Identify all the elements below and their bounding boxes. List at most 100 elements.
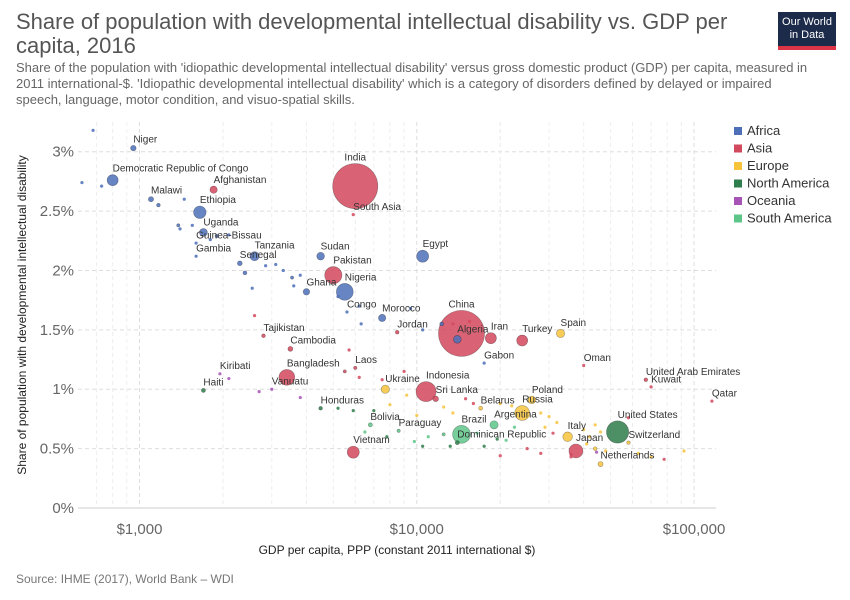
point-label: Qatar xyxy=(712,389,738,400)
point-label: South Asia xyxy=(353,202,401,213)
data-point xyxy=(626,416,631,420)
point-label: United Arab Emirates xyxy=(646,367,741,378)
data-point xyxy=(357,375,361,379)
point-label: Vanuatu xyxy=(272,377,309,388)
data-point xyxy=(249,251,260,262)
point-label: Sri Lanka xyxy=(436,385,479,396)
data-point xyxy=(194,241,198,245)
data-point xyxy=(432,395,439,402)
data-point xyxy=(636,451,641,455)
chart-title: Share of population with developmental i… xyxy=(16,9,728,58)
data-point xyxy=(498,401,502,406)
data-point xyxy=(421,328,425,332)
data-point xyxy=(281,268,285,273)
point-label: United States xyxy=(618,410,678,421)
y-tick-label: 1% xyxy=(52,381,74,398)
point-label: Pakistan xyxy=(333,256,371,267)
data-point xyxy=(471,401,475,406)
data-point xyxy=(264,264,268,268)
data-point xyxy=(278,369,296,386)
data-point xyxy=(336,283,354,301)
data-point xyxy=(270,387,274,391)
logo-line-2: in Data xyxy=(789,29,825,41)
data-point xyxy=(380,378,384,382)
point-label: Oman xyxy=(584,353,611,364)
data-point xyxy=(367,422,373,428)
data-point xyxy=(525,414,529,419)
point-label: Senegal xyxy=(240,250,277,261)
point-label: Bolivia xyxy=(370,412,400,423)
data-point xyxy=(100,184,104,188)
data-point xyxy=(218,372,222,376)
owid-logo[interactable]: Our World in Data xyxy=(778,12,836,50)
point-label: Jordan xyxy=(397,319,428,330)
data-point xyxy=(489,420,499,430)
data-point xyxy=(396,428,401,433)
data-point xyxy=(227,376,231,381)
point-label: Spain xyxy=(561,318,587,329)
data-point xyxy=(438,310,485,357)
data-point xyxy=(261,333,266,338)
data-point xyxy=(475,431,479,435)
data-point xyxy=(250,286,254,290)
legend-item: Oceania xyxy=(747,193,796,208)
data-point xyxy=(353,365,358,370)
data-point xyxy=(556,328,566,338)
data-point xyxy=(527,395,536,405)
data-point xyxy=(346,445,360,459)
point-label: China xyxy=(448,299,475,310)
data-point xyxy=(302,288,311,296)
data-point xyxy=(292,284,296,288)
data-point xyxy=(208,237,212,242)
y-tick-label: 3% xyxy=(52,144,74,161)
point-label: Argentina xyxy=(494,410,537,421)
point-label: Honduras xyxy=(321,395,364,406)
data-point xyxy=(626,440,631,445)
data-point xyxy=(451,411,455,415)
legend-swatch xyxy=(734,162,742,170)
data-point xyxy=(388,403,392,407)
point-label: Paraguay xyxy=(399,418,442,429)
point-label: Morocco xyxy=(382,303,421,314)
data-point xyxy=(649,455,653,459)
data-point xyxy=(585,442,589,446)
data-point xyxy=(643,377,648,382)
data-point xyxy=(316,252,325,261)
data-point xyxy=(439,321,444,327)
data-point xyxy=(357,304,361,308)
legend-swatch xyxy=(734,144,742,153)
x-axis-label: GDP per capita, PPP (constant 2011 inter… xyxy=(259,543,536,557)
data-point xyxy=(510,404,514,408)
legend-item: South America xyxy=(747,211,832,226)
point-label: Algeria xyxy=(457,324,489,335)
data-point xyxy=(395,330,400,335)
x-tick-label: $1,000 xyxy=(117,521,163,538)
data-point xyxy=(442,405,446,409)
point-label: Uganda xyxy=(203,217,238,228)
data-point xyxy=(649,385,653,389)
data-point xyxy=(606,420,630,444)
data-point xyxy=(242,270,248,276)
data-point xyxy=(597,461,604,467)
point-label: Belarus xyxy=(481,395,515,406)
data-point xyxy=(402,369,406,374)
legend-item: Asia xyxy=(747,141,773,156)
legend-item: North America xyxy=(747,176,830,191)
data-point xyxy=(547,414,551,419)
data-point xyxy=(363,430,367,434)
source-note[interactable]: Source: IHME (2017), World Bank – WDI xyxy=(16,572,234,586)
data-point xyxy=(662,457,666,461)
data-point xyxy=(199,228,208,237)
point-label: Gabon xyxy=(484,351,514,362)
data-point xyxy=(512,425,517,429)
point-label: Egypt xyxy=(423,239,449,250)
point-label: Democratic Republic of Congo xyxy=(113,164,249,175)
data-point xyxy=(287,346,294,352)
data-point xyxy=(539,411,543,415)
point-label: Laos xyxy=(355,355,377,366)
data-point xyxy=(452,425,471,444)
data-point xyxy=(504,438,508,442)
data-point xyxy=(336,406,340,410)
data-point xyxy=(593,446,598,451)
point-label: India xyxy=(344,153,366,164)
